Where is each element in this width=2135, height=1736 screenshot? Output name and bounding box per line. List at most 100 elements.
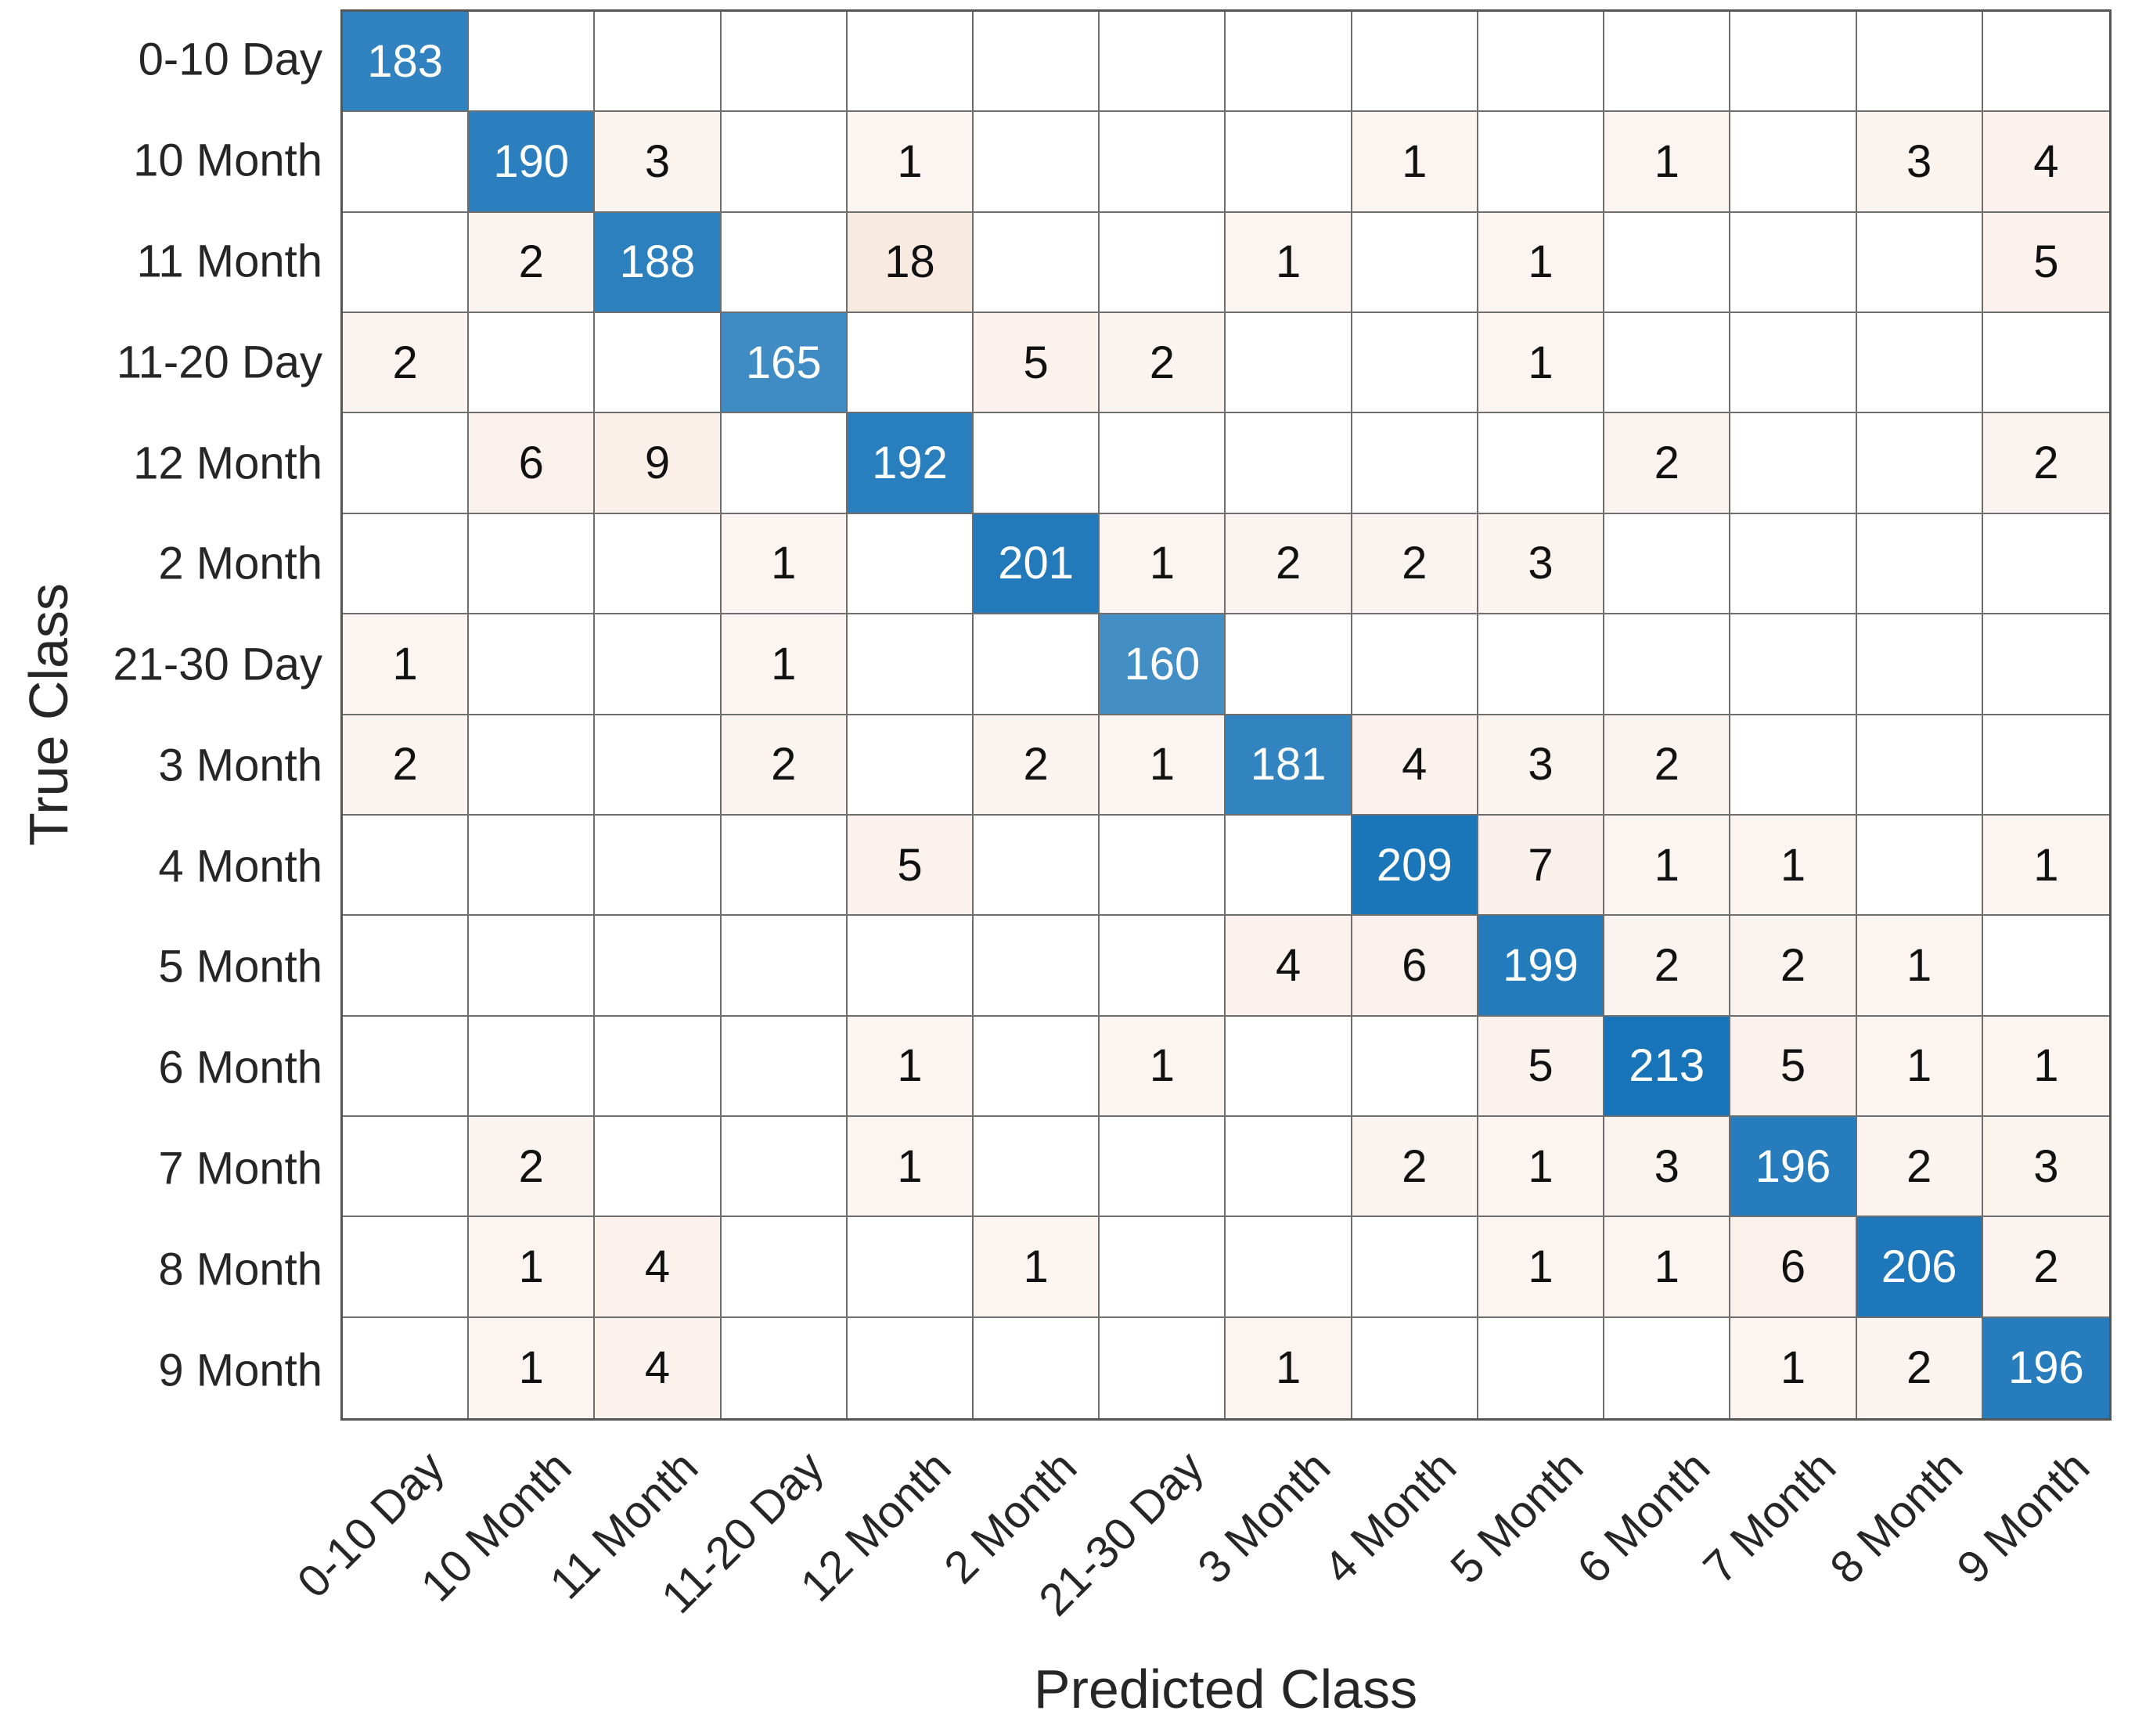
matrix-cell bbox=[1352, 1217, 1478, 1318]
matrix-cell bbox=[595, 715, 722, 816]
matrix-cell: 5 bbox=[974, 313, 1100, 414]
matrix-cell bbox=[1226, 1016, 1352, 1117]
matrix-cell bbox=[1352, 1317, 1478, 1418]
matrix-cell bbox=[1856, 212, 1983, 314]
matrix-cell bbox=[721, 815, 848, 917]
matrix-cell: 160 bbox=[1100, 614, 1226, 715]
matrix-cell bbox=[1856, 413, 1983, 514]
matrix-cell bbox=[595, 815, 722, 917]
matrix-cell: 1 bbox=[1100, 1016, 1226, 1117]
matrix-cell: 2 bbox=[1604, 916, 1731, 1017]
matrix-cell: 2 bbox=[1100, 313, 1226, 414]
y-tick-label: 4 Month bbox=[158, 841, 322, 892]
matrix-cell: 192 bbox=[847, 413, 974, 514]
matrix-cell: 201 bbox=[974, 513, 1100, 615]
matrix-cell bbox=[1730, 413, 1857, 514]
matrix-cell: 1 bbox=[1856, 916, 1983, 1017]
matrix-cell: 181 bbox=[1226, 715, 1352, 816]
x-tick-label: 8 Month bbox=[1820, 1441, 1973, 1594]
matrix-cell bbox=[847, 715, 974, 816]
matrix-cell bbox=[469, 715, 596, 816]
matrix-cell bbox=[1982, 313, 2109, 414]
matrix-cell bbox=[974, 815, 1100, 917]
matrix-cell bbox=[1226, 614, 1352, 715]
matrix-cell: 2 bbox=[1352, 1116, 1478, 1218]
matrix-cell: 1 bbox=[1478, 212, 1605, 314]
matrix-cell bbox=[469, 12, 596, 113]
matrix-cell: 1 bbox=[1982, 1016, 2109, 1117]
y-tick-label: 5 Month bbox=[158, 941, 322, 992]
matrix-cell bbox=[974, 112, 1100, 213]
matrix-cell bbox=[1226, 1116, 1352, 1218]
matrix-cell: 1 bbox=[721, 614, 848, 715]
matrix-cell: 4 bbox=[595, 1217, 722, 1318]
matrix-cell: 196 bbox=[1982, 1317, 2109, 1418]
matrix-cell bbox=[1226, 1217, 1352, 1318]
matrix-cell bbox=[1730, 212, 1857, 314]
matrix-cell bbox=[974, 1016, 1100, 1117]
matrix-cell bbox=[343, 112, 470, 213]
matrix-cell bbox=[1856, 513, 1983, 615]
matrix-cell bbox=[847, 12, 974, 113]
matrix-cell bbox=[1100, 112, 1226, 213]
matrix-cell bbox=[974, 1317, 1100, 1418]
matrix-cell bbox=[1856, 715, 1983, 816]
matrix-cell bbox=[1730, 112, 1857, 213]
matrix-cell bbox=[721, 1016, 848, 1117]
x-tick-label: 5 Month bbox=[1441, 1441, 1593, 1594]
matrix-cell: 2 bbox=[1982, 1217, 2109, 1318]
matrix-cell: 5 bbox=[1478, 1016, 1605, 1117]
matrix-cell bbox=[1100, 916, 1226, 1017]
matrix-cell bbox=[1478, 413, 1605, 514]
matrix-cell bbox=[721, 1116, 848, 1218]
matrix-cell: 213 bbox=[1604, 1016, 1731, 1117]
matrix-cell: 1 bbox=[469, 1217, 596, 1318]
matrix-cell: 2 bbox=[1982, 413, 2109, 514]
matrix-cell: 1 bbox=[1478, 1116, 1605, 1218]
matrix-cell bbox=[974, 212, 1100, 314]
matrix-cell bbox=[1100, 1217, 1226, 1318]
y-axis-title: True Class bbox=[18, 583, 79, 846]
y-tick-label: 8 Month bbox=[158, 1244, 322, 1295]
matrix-cell: 7 bbox=[1478, 815, 1605, 917]
matrix-cell: 4 bbox=[595, 1317, 722, 1418]
matrix-cell bbox=[1478, 112, 1605, 213]
matrix-cell: 1 bbox=[1982, 815, 2109, 917]
matrix-cell: 2 bbox=[974, 715, 1100, 816]
matrix-cell: 1 bbox=[1100, 715, 1226, 816]
matrix-cell: 196 bbox=[1730, 1116, 1857, 1218]
matrix-cell: 5 bbox=[1982, 212, 2109, 314]
matrix-cell bbox=[469, 815, 596, 917]
matrix-cell: 206 bbox=[1856, 1217, 1983, 1318]
matrix-cell bbox=[343, 1016, 470, 1117]
matrix-cell bbox=[595, 513, 722, 615]
matrix-cell bbox=[1352, 413, 1478, 514]
matrix-cell: 18 bbox=[847, 212, 974, 314]
matrix-cell: 1 bbox=[1604, 815, 1731, 917]
matrix-cell bbox=[343, 1317, 470, 1418]
x-tick-label: 3 Month bbox=[1187, 1441, 1340, 1594]
matrix-cell: 9 bbox=[595, 413, 722, 514]
matrix-cell bbox=[1982, 12, 2109, 113]
y-tick-label: 0-10 Day bbox=[138, 34, 322, 85]
matrix-cell: 1 bbox=[1604, 112, 1731, 213]
matrix-cell: 1 bbox=[1478, 1217, 1605, 1318]
matrix-cell: 1 bbox=[1856, 1016, 1983, 1117]
matrix-cell bbox=[469, 1016, 596, 1117]
matrix-cell bbox=[1478, 12, 1605, 113]
matrix-cell: 5 bbox=[1730, 1016, 1857, 1117]
matrix-cell: 1 bbox=[974, 1217, 1100, 1318]
matrix-cell bbox=[1352, 1016, 1478, 1117]
matrix-cell bbox=[595, 1116, 722, 1218]
matrix-cell: 3 bbox=[1982, 1116, 2109, 1218]
matrix-cell bbox=[1226, 12, 1352, 113]
matrix-cell: 183 bbox=[343, 12, 470, 113]
x-tick-label: 6 Month bbox=[1567, 1441, 1719, 1594]
matrix-cell: 188 bbox=[595, 212, 722, 314]
matrix-cell bbox=[847, 513, 974, 615]
matrix-cell: 1 bbox=[1604, 1217, 1731, 1318]
matrix-cell bbox=[1100, 815, 1226, 917]
matrix-cell bbox=[1352, 212, 1478, 314]
matrix-cell: 1 bbox=[1352, 112, 1478, 213]
